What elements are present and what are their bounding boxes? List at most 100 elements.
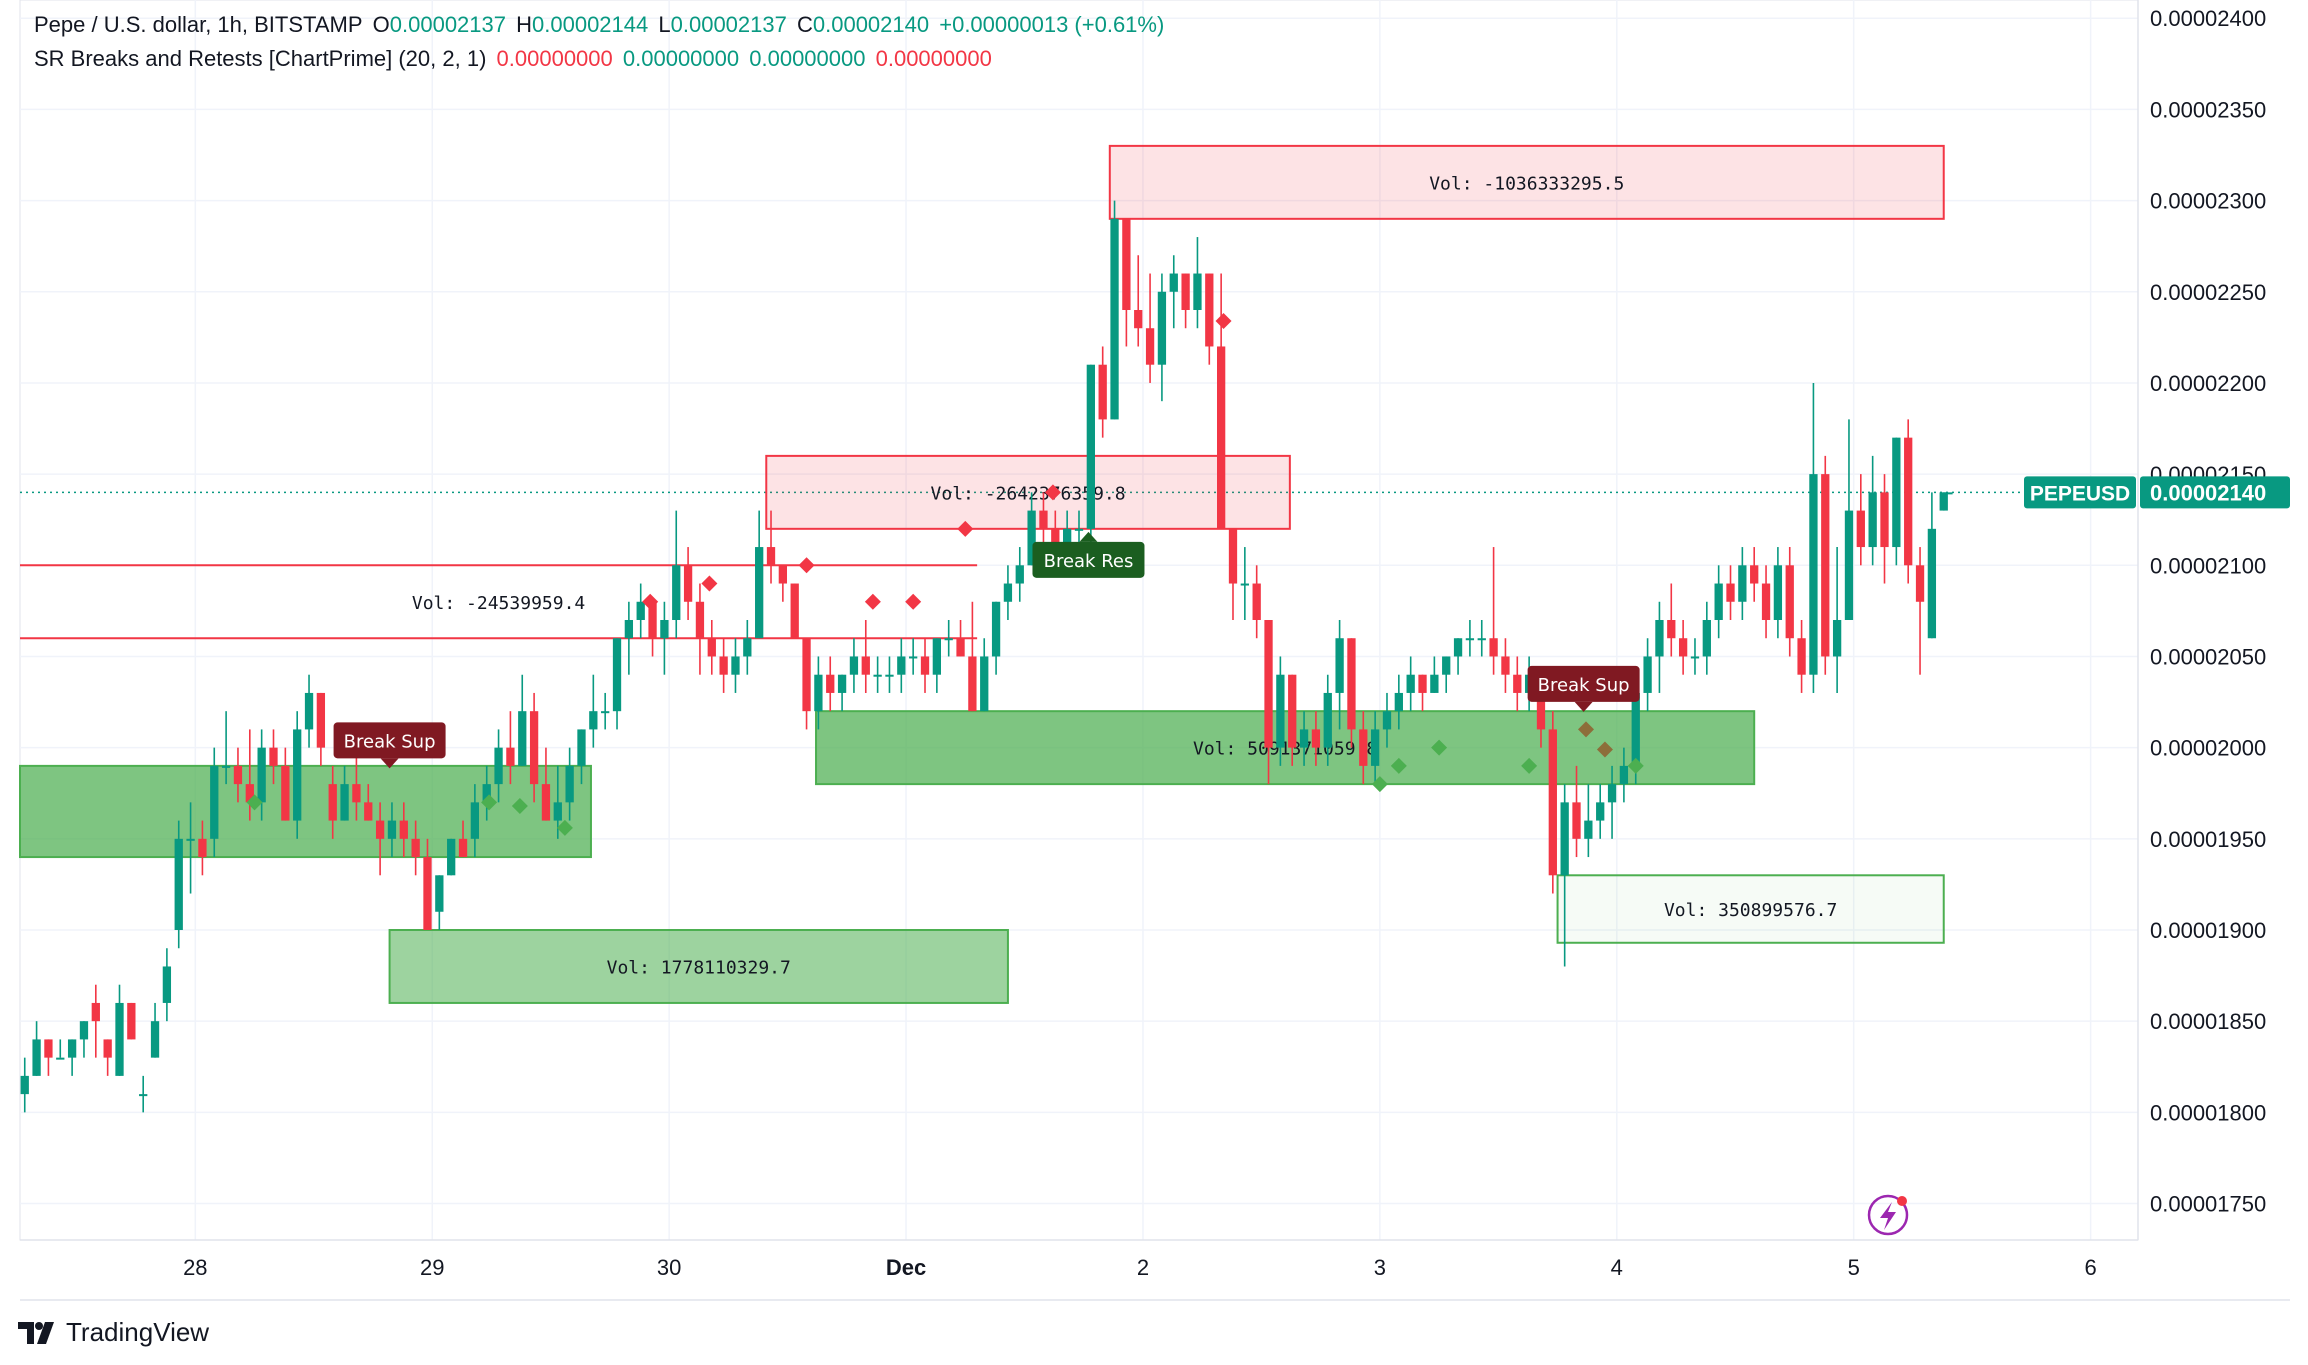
candle[interactable]: [778, 565, 788, 602]
candle[interactable]: [1809, 382, 1818, 693]
candle[interactable]: [1347, 638, 1356, 748]
candle[interactable]: [482, 765, 491, 821]
candle[interactable]: [695, 583, 705, 675]
candle[interactable]: [186, 802, 195, 894]
candle[interactable]: [1406, 656, 1415, 712]
candle[interactable]: [281, 747, 290, 821]
candle[interactable]: [1785, 547, 1794, 657]
candle[interactable]: [1430, 656, 1439, 693]
candle[interactable]: [1832, 547, 1842, 693]
candle[interactable]: [636, 583, 645, 639]
candle[interactable]: [1667, 583, 1676, 657]
candle[interactable]: [1489, 547, 1498, 675]
candle[interactable]: [1382, 692, 1392, 748]
candle[interactable]: [1252, 565, 1261, 639]
candle[interactable]: [565, 747, 574, 821]
candle[interactable]: [743, 620, 752, 675]
candle[interactable]: [1702, 601, 1711, 675]
candle[interactable]: [932, 638, 941, 693]
candle[interactable]: [91, 984, 100, 1058]
candle[interactable]: [861, 620, 870, 693]
break-event-label[interactable]: Break Sup: [1527, 665, 1640, 712]
candle[interactable]: [1944, 492, 1953, 495]
candle[interactable]: [375, 802, 385, 876]
candle[interactable]: [1086, 364, 1095, 548]
candle[interactable]: [1607, 765, 1617, 839]
candle[interactable]: [1678, 620, 1688, 675]
candle[interactable]: [1513, 656, 1522, 712]
candle[interactable]: [1714, 565, 1723, 639]
candle[interactable]: [1821, 455, 1830, 675]
candle[interactable]: [139, 1075, 148, 1113]
candle[interactable]: [1228, 528, 1238, 620]
candle[interactable]: [1240, 547, 1249, 620]
candle[interactable]: [1110, 200, 1119, 420]
candle[interactable]: [1193, 237, 1202, 329]
candle[interactable]: [1145, 273, 1155, 383]
candle[interactable]: [1738, 547, 1747, 620]
candle[interactable]: [909, 638, 918, 675]
candle[interactable]: [1299, 711, 1309, 766]
candle[interactable]: [233, 747, 243, 803]
candle[interactable]: [458, 820, 468, 858]
candle[interactable]: [1311, 711, 1321, 766]
candle[interactable]: [956, 620, 965, 657]
candle[interactable]: [470, 784, 480, 858]
candle[interactable]: [991, 601, 1001, 675]
candle[interactable]: [897, 638, 906, 693]
candle[interactable]: [790, 583, 799, 639]
candle[interactable]: [766, 510, 776, 584]
candle[interactable]: [731, 638, 740, 693]
candle[interactable]: [1027, 492, 1036, 566]
candle[interactable]: [648, 601, 657, 657]
candle[interactable]: [387, 802, 397, 858]
candle[interactable]: [1098, 346, 1107, 438]
candle[interactable]: [411, 820, 420, 876]
candle[interactable]: [1892, 437, 1901, 566]
candle[interactable]: [1003, 565, 1013, 620]
break-event-label[interactable]: Break Res: [1032, 531, 1145, 578]
candle[interactable]: [707, 620, 716, 675]
candle[interactable]: [67, 1039, 77, 1076]
candle[interactable]: [1939, 492, 1948, 511]
tradingview-brand[interactable]: TradingView: [18, 1317, 209, 1348]
candle[interactable]: [174, 820, 183, 949]
candle[interactable]: [150, 1002, 160, 1058]
candle[interactable]: [683, 547, 693, 620]
candle[interactable]: [44, 1039, 53, 1076]
candle[interactable]: [1643, 638, 1652, 712]
candle[interactable]: [1264, 620, 1273, 785]
candle[interactable]: [1915, 547, 1925, 675]
candle[interactable]: [304, 674, 314, 748]
candle[interactable]: [79, 1021, 89, 1058]
candle[interactable]: [755, 510, 764, 639]
candle[interactable]: [1501, 638, 1510, 693]
candle[interactable]: [1548, 711, 1557, 894]
candle[interactable]: [1797, 620, 1806, 693]
candle[interactable]: [849, 638, 859, 693]
candle[interactable]: [1584, 784, 1593, 858]
candle[interactable]: [1453, 638, 1463, 675]
lightning-icon[interactable]: [1867, 1194, 1909, 1236]
candle[interactable]: [1904, 419, 1913, 584]
candle[interactable]: [1039, 492, 1048, 548]
candle[interactable]: [577, 729, 586, 785]
candle[interactable]: [1181, 273, 1190, 329]
candle[interactable]: [814, 656, 823, 730]
candle[interactable]: [210, 747, 219, 858]
candle[interactable]: [1655, 601, 1664, 693]
candle[interactable]: [257, 729, 266, 821]
candle[interactable]: [328, 765, 337, 839]
candle[interactable]: [115, 984, 124, 1076]
candle[interactable]: [518, 674, 527, 766]
candle[interactable]: [624, 601, 634, 675]
indicator-legend[interactable]: SR Breaks and Retests [ChartPrime] (20, …: [34, 44, 996, 74]
candle[interactable]: [1370, 711, 1380, 785]
candle[interactable]: [423, 838, 432, 930]
candle[interactable]: [506, 711, 515, 785]
candle[interactable]: [802, 638, 811, 730]
symbol-legend[interactable]: Pepe / U.S. dollar, 1h, BITSTAMP O0.0000…: [34, 10, 1168, 40]
candle[interactable]: [672, 510, 681, 639]
